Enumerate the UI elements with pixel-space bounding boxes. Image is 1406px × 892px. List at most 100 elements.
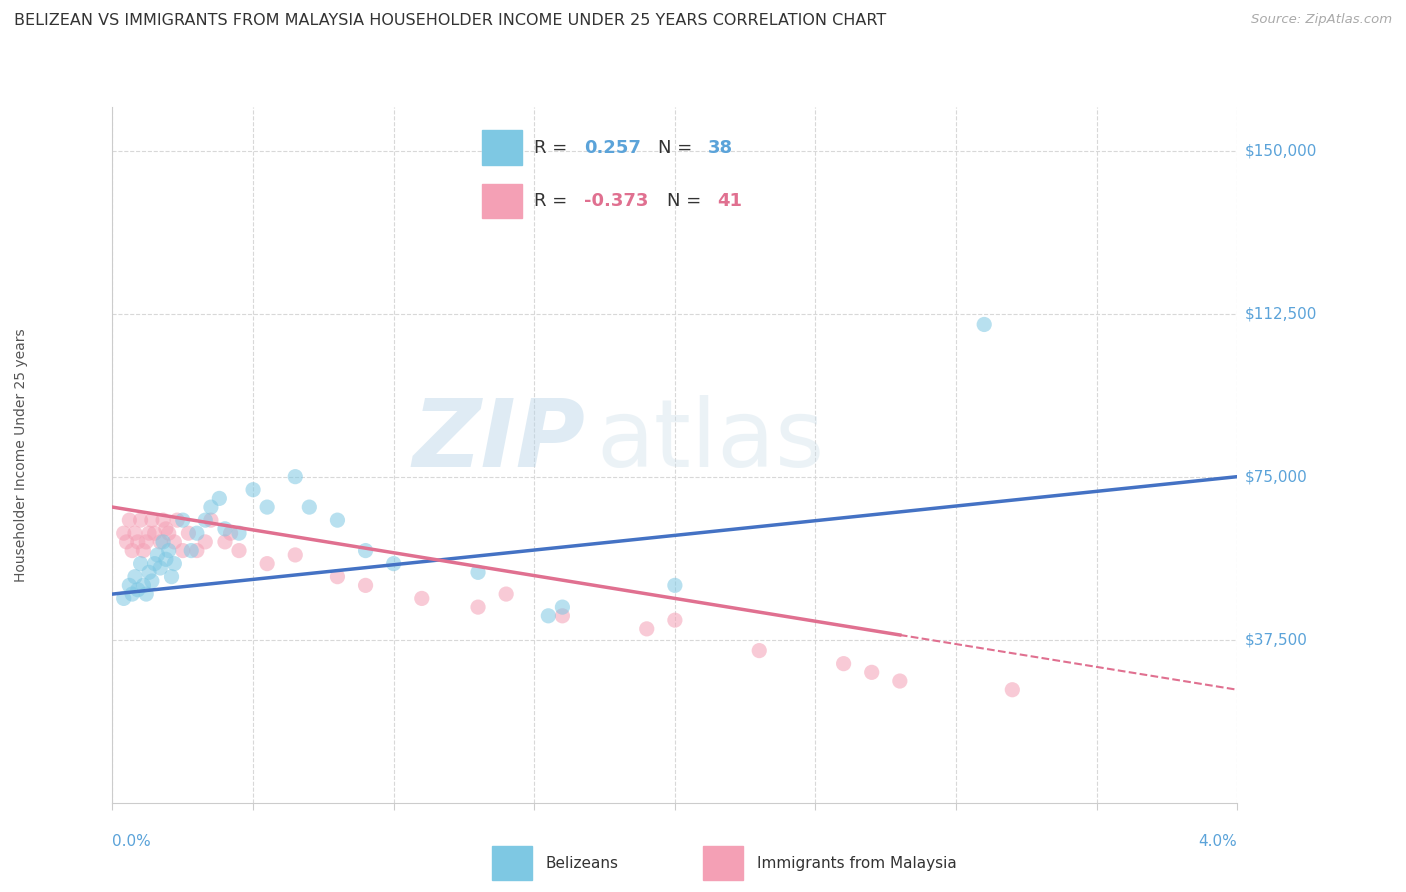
Point: [172, 513, 194, 527]
Point: [143, 526, 166, 541]
Point: [129, 557, 152, 571]
Point: [228, 543, 250, 558]
Point: [636, 622, 658, 636]
Point: [551, 608, 574, 623]
Point: [166, 513, 188, 527]
Point: [256, 557, 278, 571]
Point: [124, 526, 146, 541]
Point: [200, 513, 222, 527]
Point: [132, 543, 155, 558]
Point: [157, 526, 180, 541]
Point: [208, 491, 231, 506]
Point: [214, 522, 236, 536]
Text: Belizeans: Belizeans: [546, 855, 619, 871]
Point: [551, 600, 574, 615]
Text: $37,500: $37,500: [1244, 632, 1308, 648]
Text: Source: ZipAtlas.com: Source: ZipAtlas.com: [1251, 13, 1392, 27]
Point: [664, 613, 686, 627]
Point: [112, 526, 135, 541]
Bar: [492, 846, 531, 880]
Point: [860, 665, 883, 680]
Point: [118, 578, 141, 592]
Text: Householder Income Under 25 years: Householder Income Under 25 years: [14, 328, 28, 582]
Point: [354, 578, 377, 592]
Text: 38: 38: [707, 138, 733, 157]
Point: [467, 566, 489, 580]
Point: [832, 657, 855, 671]
Point: [194, 535, 217, 549]
Bar: [703, 846, 744, 880]
Text: R =: R =: [534, 192, 574, 210]
Point: [141, 513, 163, 527]
Point: [135, 535, 157, 549]
Text: BELIZEAN VS IMMIGRANTS FROM MALAYSIA HOUSEHOLDER INCOME UNDER 25 YEARS CORRELATI: BELIZEAN VS IMMIGRANTS FROM MALAYSIA HOU…: [14, 13, 886, 29]
Point: [186, 526, 208, 541]
Text: atlas: atlas: [596, 395, 824, 487]
Point: [194, 513, 217, 527]
Point: [1001, 682, 1024, 697]
Bar: [482, 130, 522, 165]
Point: [284, 469, 307, 483]
Point: [748, 643, 770, 657]
Point: [157, 543, 180, 558]
Point: [411, 591, 433, 606]
Point: [129, 513, 152, 527]
Point: [127, 582, 149, 597]
Point: [177, 526, 200, 541]
Text: 0.257: 0.257: [583, 138, 641, 157]
Bar: [482, 184, 522, 219]
Text: ZIP: ZIP: [412, 395, 585, 487]
Point: [143, 557, 166, 571]
Point: [163, 535, 186, 549]
Text: 4.0%: 4.0%: [1198, 834, 1237, 849]
Text: N =: N =: [668, 192, 707, 210]
Text: 41: 41: [717, 192, 742, 210]
Point: [141, 574, 163, 588]
Text: $150,000: $150,000: [1244, 143, 1316, 158]
Point: [146, 548, 169, 562]
Text: R =: R =: [534, 138, 574, 157]
Point: [112, 591, 135, 606]
Text: N =: N =: [658, 138, 697, 157]
Point: [256, 500, 278, 514]
Point: [664, 578, 686, 592]
Text: 0.0%: 0.0%: [112, 834, 152, 849]
Text: -0.373: -0.373: [583, 192, 648, 210]
Point: [242, 483, 264, 497]
Point: [149, 535, 172, 549]
Text: $75,000: $75,000: [1244, 469, 1308, 484]
Point: [115, 535, 138, 549]
Point: [228, 526, 250, 541]
Point: [118, 513, 141, 527]
Point: [889, 674, 911, 689]
Point: [121, 587, 143, 601]
Point: [155, 522, 177, 536]
Point: [124, 570, 146, 584]
Point: [200, 500, 222, 514]
Text: $112,500: $112,500: [1244, 306, 1316, 321]
Point: [163, 557, 186, 571]
Point: [138, 566, 160, 580]
Point: [382, 557, 405, 571]
Text: Immigrants from Malaysia: Immigrants from Malaysia: [756, 855, 956, 871]
Point: [298, 500, 321, 514]
Point: [172, 543, 194, 558]
Point: [155, 552, 177, 566]
Point: [121, 543, 143, 558]
Point: [354, 543, 377, 558]
Point: [537, 608, 560, 623]
Point: [186, 543, 208, 558]
Point: [326, 570, 349, 584]
Point: [132, 578, 155, 592]
Point: [160, 570, 183, 584]
Point: [152, 535, 174, 549]
Point: [127, 535, 149, 549]
Point: [284, 548, 307, 562]
Point: [152, 513, 174, 527]
Point: [214, 535, 236, 549]
Point: [326, 513, 349, 527]
Point: [219, 526, 242, 541]
Point: [495, 587, 517, 601]
Point: [467, 600, 489, 615]
Point: [180, 543, 202, 558]
